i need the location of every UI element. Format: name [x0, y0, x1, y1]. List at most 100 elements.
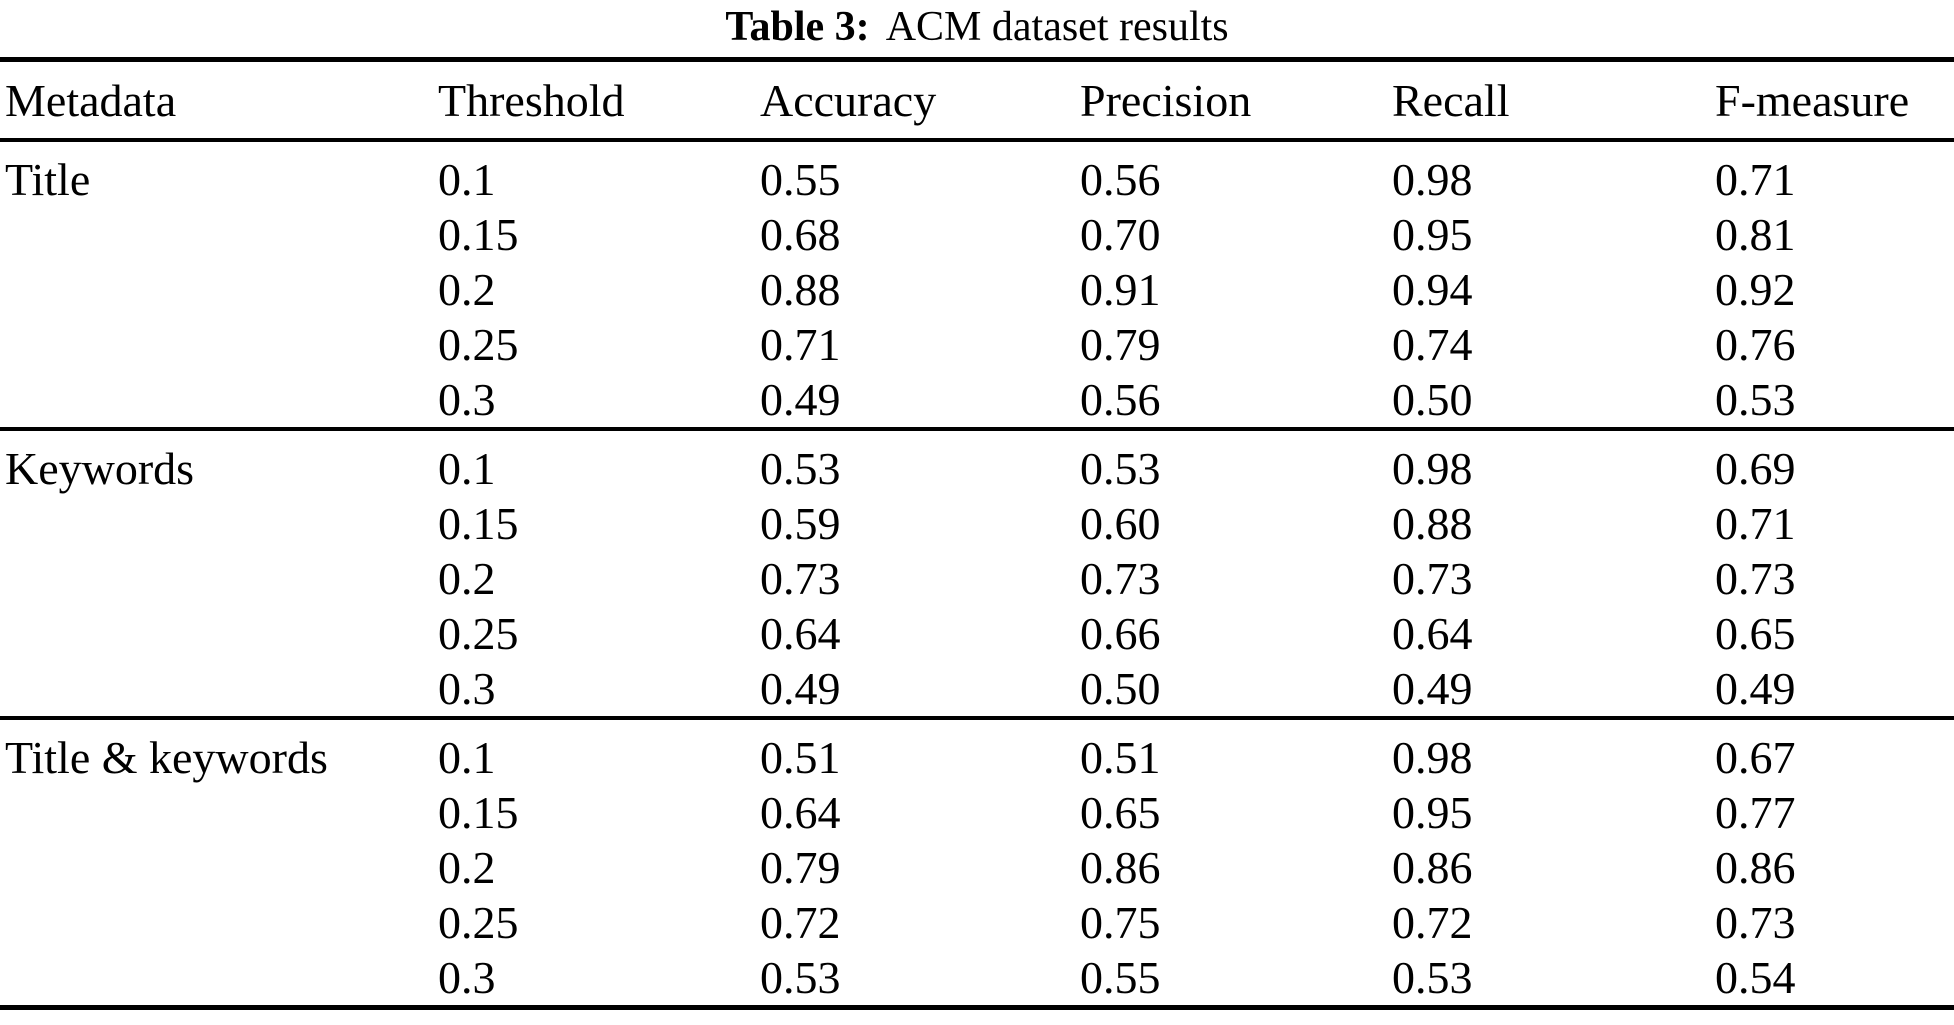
col-header-threshold: Threshold — [433, 59, 755, 142]
table-row: 0.3 0.49 0.56 0.50 0.53 — [0, 372, 1954, 429]
table-group: Keywords 0.1 0.53 0.53 0.98 0.69 0.15 0.59 0.60 0… — [0, 427, 1954, 718]
f-measure-cell: 0.54 — [1715, 952, 1796, 1003]
recall-cell: 0.73 — [1392, 553, 1473, 604]
recall-cell: 0.72 — [1392, 897, 1473, 948]
f-measure-cell: 0.71 — [1715, 498, 1796, 549]
f-measure-cell: 0.92 — [1715, 264, 1796, 315]
table-row: 0.2 0.88 0.91 0.94 0.92 — [0, 262, 1954, 317]
threshold-cell: 0.1 — [438, 154, 496, 205]
threshold-cell: 0.1 — [433, 716, 755, 785]
f-measure-cell: 0.69 — [1710, 427, 1954, 496]
col-header-recall: Recall — [1387, 59, 1710, 142]
table-row: Title & keywords 0.1 0.51 0.51 0.98 0.67 — [0, 716, 1954, 785]
precision-cell: 0.56 — [1080, 374, 1161, 425]
recall-cell: 0.95 — [1392, 787, 1473, 838]
metadata-cell: Title — [5, 154, 91, 205]
table-caption: Table 3: ACM dataset results — [0, 0, 1954, 57]
recall-cell: 0.64 — [1392, 608, 1473, 659]
precision-cell: 0.86 — [1080, 842, 1161, 893]
metadata-cell — [0, 950, 433, 1008]
precision-cell: 0.65 — [1080, 787, 1161, 838]
recall-cell: 0.50 — [1392, 374, 1473, 425]
metadata-cell — [0, 785, 433, 840]
precision-cell: 0.75 — [1080, 897, 1161, 948]
recall-cell: 0.74 — [1392, 319, 1473, 370]
accuracy-cell: 0.59 — [760, 498, 841, 549]
metadata-cell: Title & keywords — [0, 716, 433, 785]
results-table: Metadata Threshold Accuracy Precision Re… — [0, 57, 1954, 1010]
table-row: 0.25 0.72 0.75 0.72 0.73 — [0, 895, 1954, 950]
table-group: Title & keywords 0.1 0.51 0.51 0.98 0.67 0.15 0… — [0, 716, 1954, 1008]
col-header-accuracy: Accuracy — [755, 59, 1075, 142]
header-row: Metadata Threshold Accuracy Precision Re… — [0, 59, 1954, 142]
threshold-cell: 0.3 — [438, 663, 496, 714]
precision-cell: 0.60 — [1080, 498, 1161, 549]
precision-cell: 0.51 — [1075, 716, 1387, 785]
accuracy-cell: 0.72 — [760, 897, 841, 948]
table-row: 0.2 0.79 0.86 0.86 0.86 — [0, 840, 1954, 895]
accuracy-cell: 0.53 — [755, 427, 1075, 496]
threshold-cell: 0.3 — [438, 374, 496, 425]
col-header-f-measure: F-measure — [1710, 59, 1954, 142]
precision-cell: 0.50 — [1080, 663, 1161, 714]
recall-cell: 0.95 — [1392, 209, 1473, 260]
table-row: Keywords 0.1 0.53 0.53 0.98 0.69 — [0, 427, 1954, 496]
metadata-cell — [0, 372, 433, 429]
threshold-cell: 0.15 — [438, 498, 519, 549]
recall-cell: 0.94 — [1392, 264, 1473, 315]
f-measure-cell: 0.71 — [1715, 154, 1796, 205]
f-measure-cell: 0.81 — [1715, 209, 1796, 260]
f-measure-cell: 0.67 — [1710, 716, 1954, 785]
threshold-cell: 0.25 — [438, 319, 519, 370]
metadata-cell — [0, 496, 433, 551]
accuracy-cell: 0.64 — [760, 608, 841, 659]
accuracy-cell: 0.51 — [755, 716, 1075, 785]
threshold-cell: 0.2 — [438, 264, 496, 315]
caption-title: ACM dataset results — [885, 4, 1229, 50]
f-measure-cell: 0.86 — [1715, 842, 1796, 893]
f-measure-cell: 0.65 — [1715, 608, 1796, 659]
recall-cell: 0.98 — [1387, 427, 1710, 496]
caption-label: Table 3: — [725, 4, 870, 50]
accuracy-cell: 0.73 — [760, 553, 841, 604]
f-measure-cell: 0.77 — [1715, 787, 1796, 838]
precision-cell: 0.56 — [1080, 154, 1161, 205]
f-measure-cell: 0.76 — [1715, 319, 1796, 370]
col-header-precision: Precision — [1075, 59, 1387, 142]
f-measure-cell: 0.53 — [1715, 374, 1796, 425]
metadata-cell — [0, 895, 433, 950]
threshold-cell: 0.2 — [438, 553, 496, 604]
accuracy-cell: 0.53 — [760, 952, 841, 1003]
table-row: 0.25 0.71 0.79 0.74 0.76 — [0, 317, 1954, 372]
threshold-cell: 0.2 — [438, 842, 496, 893]
recall-cell: 0.98 — [1392, 154, 1473, 205]
table-row: 0.15 0.68 0.70 0.95 0.81 — [0, 207, 1954, 262]
f-measure-cell: 0.49 — [1715, 663, 1796, 714]
accuracy-cell: 0.49 — [760, 663, 841, 714]
recall-cell: 0.53 — [1392, 952, 1473, 1003]
precision-cell: 0.79 — [1080, 319, 1161, 370]
f-measure-cell: 0.73 — [1715, 553, 1796, 604]
metadata-cell — [0, 317, 433, 372]
threshold-cell: 0.25 — [438, 608, 519, 659]
table-row: 0.2 0.73 0.73 0.73 0.73 — [0, 551, 1954, 606]
precision-cell: 0.66 — [1080, 608, 1161, 659]
accuracy-cell: 0.79 — [760, 842, 841, 893]
metadata-cell: Keywords — [0, 427, 433, 496]
recall-cell: 0.86 — [1392, 842, 1473, 893]
metadata-cell — [0, 551, 433, 606]
recall-cell: 0.88 — [1392, 498, 1473, 549]
recall-cell: 0.98 — [1387, 716, 1710, 785]
metadata-cell — [0, 606, 433, 661]
precision-cell: 0.55 — [1080, 952, 1161, 1003]
table-row: Title 0.1 0.55 0.56 0.98 0.71 — [0, 140, 1954, 207]
f-measure-cell: 0.73 — [1715, 897, 1796, 948]
metadata-cell — [0, 262, 433, 317]
accuracy-cell: 0.55 — [760, 154, 841, 205]
table-row: 0.3 0.49 0.50 0.49 0.49 — [0, 661, 1954, 718]
metadata-cell — [0, 207, 433, 262]
metadata-cell — [0, 840, 433, 895]
precision-cell: 0.70 — [1080, 209, 1161, 260]
metadata-cell — [0, 661, 433, 718]
